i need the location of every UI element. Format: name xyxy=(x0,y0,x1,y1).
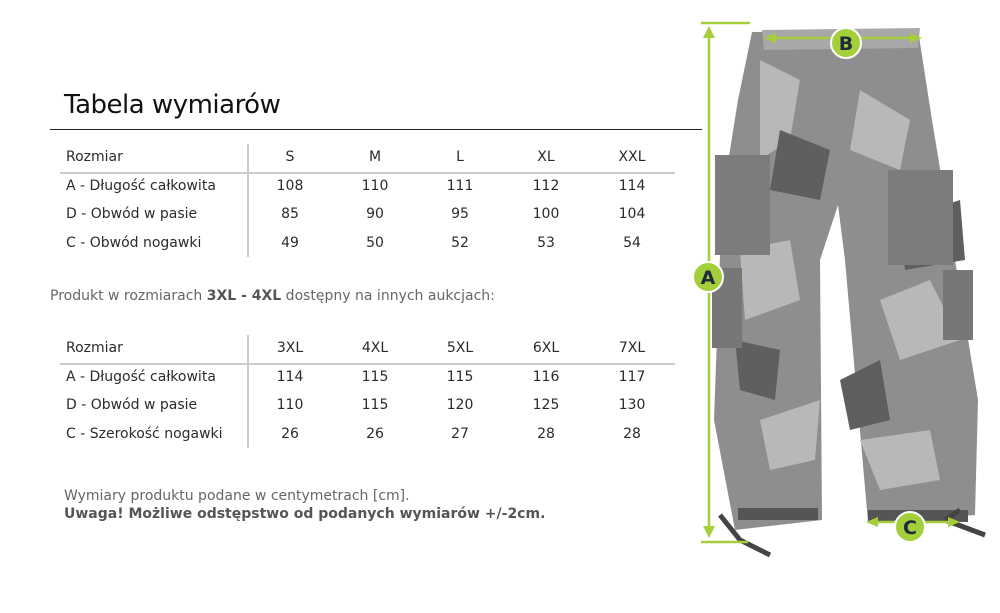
table-cell: 114 xyxy=(618,178,646,194)
marker-b: B xyxy=(830,27,862,59)
table-header-size: XL xyxy=(537,149,555,165)
table-cell: 53 xyxy=(537,235,555,251)
table-cell: 28 xyxy=(623,426,641,442)
table-header-size: M xyxy=(368,149,382,165)
table-cell: 115 xyxy=(361,397,389,413)
table-header-size: 4XL xyxy=(361,340,389,356)
table-cell: 27 xyxy=(451,426,469,442)
cargo-pants-image xyxy=(712,28,986,558)
table-header-size: 5XL xyxy=(446,340,474,356)
table-cell: 111 xyxy=(446,178,474,194)
table-header-label: Rozmiar xyxy=(66,340,123,356)
table-column-divider xyxy=(247,335,249,448)
table-cell: 100 xyxy=(532,206,560,222)
table-cell: 112 xyxy=(532,178,560,194)
svg-text:C: C xyxy=(903,517,917,539)
table-cell: 50 xyxy=(366,235,384,251)
title-divider xyxy=(50,129,702,130)
table-cell: 125 xyxy=(532,397,560,413)
marker-c: C xyxy=(894,511,926,543)
note-sizes: 3XL - 4XL xyxy=(206,288,282,304)
table-cell: 28 xyxy=(537,426,555,442)
table-header-size: L xyxy=(456,149,464,165)
table-header-label: Rozmiar xyxy=(66,149,123,165)
table-header-size: XXL xyxy=(618,149,646,165)
table-cell: 95 xyxy=(451,206,469,222)
table-cell: 85 xyxy=(281,206,299,222)
table-cell: 26 xyxy=(281,426,299,442)
table-row-label: C - Szerokość nogawki xyxy=(66,426,223,442)
table-cell: 115 xyxy=(361,369,389,385)
table-header-size: 3XL xyxy=(276,340,304,356)
table-header-size: 7XL xyxy=(618,340,646,356)
table-cell: 52 xyxy=(451,235,469,251)
table-cell: 104 xyxy=(618,206,646,222)
table-cell: 116 xyxy=(532,369,560,385)
table-header-size: S xyxy=(285,149,295,165)
note-suffix: dostępny na innych aukcjach: xyxy=(281,288,495,304)
table-row-label: A - Długość całkowita xyxy=(66,178,216,194)
table-cell: 108 xyxy=(276,178,304,194)
table-cell: 110 xyxy=(276,397,304,413)
units-note: Wymiary produktu podane w centymetrach [… xyxy=(64,488,410,504)
table-cell: 90 xyxy=(366,206,384,222)
svg-text:A: A xyxy=(701,267,716,289)
svg-text:B: B xyxy=(839,33,853,55)
note-prefix: Produkt w rozmiarach xyxy=(50,288,207,304)
page-title: Tabela wymiarów xyxy=(64,90,281,120)
table-row-label: C - Obwód nogawki xyxy=(66,235,202,251)
table-header-divider xyxy=(60,363,675,365)
table-row-label: A - Długość całkowita xyxy=(66,369,216,385)
table-cell: 26 xyxy=(366,426,384,442)
table-cell: 114 xyxy=(276,369,304,385)
table-row-label: D - Obwód w pasie xyxy=(66,206,198,222)
table-column-divider xyxy=(247,144,249,257)
availability-note: Produkt w rozmiarach 3XL - 4XL dostępny … xyxy=(50,288,495,304)
table-cell: 110 xyxy=(361,178,389,194)
table-cell: 49 xyxy=(281,235,299,251)
table-cell: 130 xyxy=(618,397,646,413)
table-cell: 117 xyxy=(618,369,646,385)
table-header-divider xyxy=(60,172,675,174)
tolerance-warning: Uwaga! Możliwe odstępstwo od podanych wy… xyxy=(64,506,546,522)
table-cell: 120 xyxy=(446,397,474,413)
marker-a: A xyxy=(692,261,724,293)
table-cell: 54 xyxy=(623,235,641,251)
table-cell: 115 xyxy=(446,369,474,385)
table-row-label: D - Obwód w pasie xyxy=(66,397,198,413)
table-header-size: 6XL xyxy=(532,340,560,356)
